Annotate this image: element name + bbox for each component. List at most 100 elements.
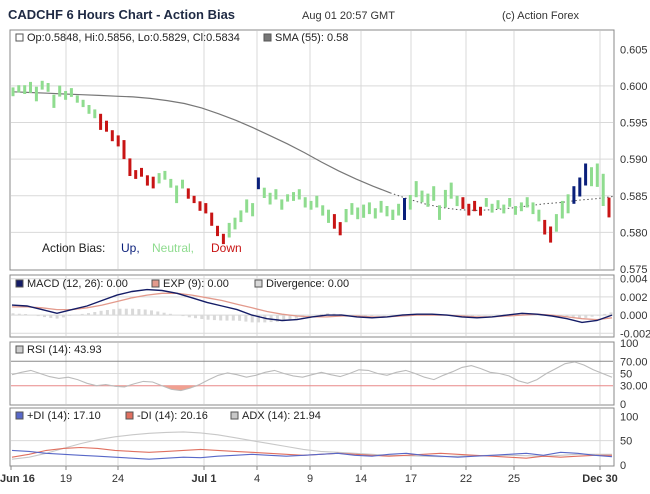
price-bar [11,87,15,97]
price-bar [186,188,190,199]
price-bar [461,197,465,209]
sma-line-dotted [389,192,614,211]
divergence-bar [24,314,28,316]
divergence-bar [364,315,367,316]
price-bar [408,195,412,210]
price-bar [268,192,272,205]
divergence-bar [244,315,248,322]
price-bar [578,177,582,197]
price-bar [362,204,366,218]
divergence-legend-swatch [254,279,263,288]
price-bar [204,203,208,214]
adx-legend-swatch [230,411,239,420]
divergence-bar [483,315,487,316]
plus-di-legend: +DI (14): 17.10 [27,410,101,422]
minus-di-legend-swatch [125,411,134,420]
macd-y-tick: -0.002 [620,328,650,340]
adx-legend: ADX (14): 21.94 [242,410,321,422]
price-bar [572,186,576,204]
price-bar [75,95,79,103]
price-bar [69,88,73,97]
x-axis-label: Jun 16 [0,473,35,485]
chart-timestamp: Aug 01 20:57 GMT [302,10,395,22]
price-bar [221,233,225,245]
price-bar [245,199,249,213]
price-bar [455,195,459,207]
price-bar [145,175,149,186]
adx-line [11,431,612,460]
divergence-bar [200,315,204,319]
price-bar [321,205,325,216]
price-panel [9,29,615,271]
price-bar [332,214,336,229]
axis-labels: 0.605 0.600 0.595 0.590 0.585 0.580 0.5750.004… [0,44,650,485]
price-bar [356,207,360,220]
price-bar [554,214,558,232]
price-bar [169,178,173,188]
divergence-bar [87,313,90,316]
price-bar [280,199,284,210]
chart-copyright: (c) Action Forex [502,10,580,22]
divergence-bar [376,315,380,316]
price-bar [414,181,418,198]
divergence-bar [275,315,279,322]
divergence-bar [168,313,172,316]
price-bar [256,177,260,190]
price-bar [99,113,103,130]
x-axis-label: 4 [254,473,260,485]
price-bar [537,209,541,222]
price-bar [140,167,143,177]
price-bar [122,140,126,160]
x-axis-label: 17 [405,473,417,485]
exp-legend-swatch [151,279,160,288]
price-bar [157,173,161,184]
price-bar [40,80,44,90]
price-bar [549,226,553,243]
price-bar [110,130,114,142]
divergence-bar [143,309,147,316]
price-bar [128,158,132,176]
divergence-bar [231,315,235,321]
action-bias-neutral: Neutral, [152,241,194,255]
adx-y-tick: 100 [620,411,638,423]
macd-line [11,288,613,324]
price-bar [426,193,430,207]
price-bar [274,189,278,200]
price-bar [105,120,108,132]
divergence-bar [257,315,260,323]
x-axis-label: Jul 1 [191,473,216,485]
price-y-tick: 0.585 [620,191,648,203]
divergence-bar [578,315,581,319]
macd-y-tick: 0.000 [620,310,648,322]
rsi-legend-swatch [15,345,24,354]
price-bar [590,167,593,187]
price-y-tick: 0.580 [620,227,648,239]
price-bar [292,192,295,201]
price-bar [327,209,330,223]
divergence-bar [150,310,153,316]
price-bar [496,200,500,209]
divergence-bar [489,315,493,316]
rsi-y-tick: 0 [620,399,626,411]
price-bar [262,187,266,198]
price-bar [344,209,348,223]
price-y-tick: 0.575 [620,264,648,276]
ohlc-legend-swatch [15,33,24,42]
price-bar [467,203,471,216]
price-bar [198,201,202,211]
macd-legend: MACD (12, 26): 0.00 [27,278,128,290]
plus-di-line [11,449,613,460]
price-bar [519,202,523,212]
divergence-bar [61,315,65,318]
macd-legend-swatch [15,279,24,288]
price-bar [34,86,38,102]
price-bar [502,204,506,214]
price-bar [443,189,447,208]
price-bar [233,217,237,230]
price-bar [58,85,62,97]
price-bar [595,163,599,187]
divergence-bar [93,312,97,316]
price-y-tick: 0.590 [620,154,648,166]
x-axis-label: 14 [355,473,367,485]
price-bar [46,83,50,92]
